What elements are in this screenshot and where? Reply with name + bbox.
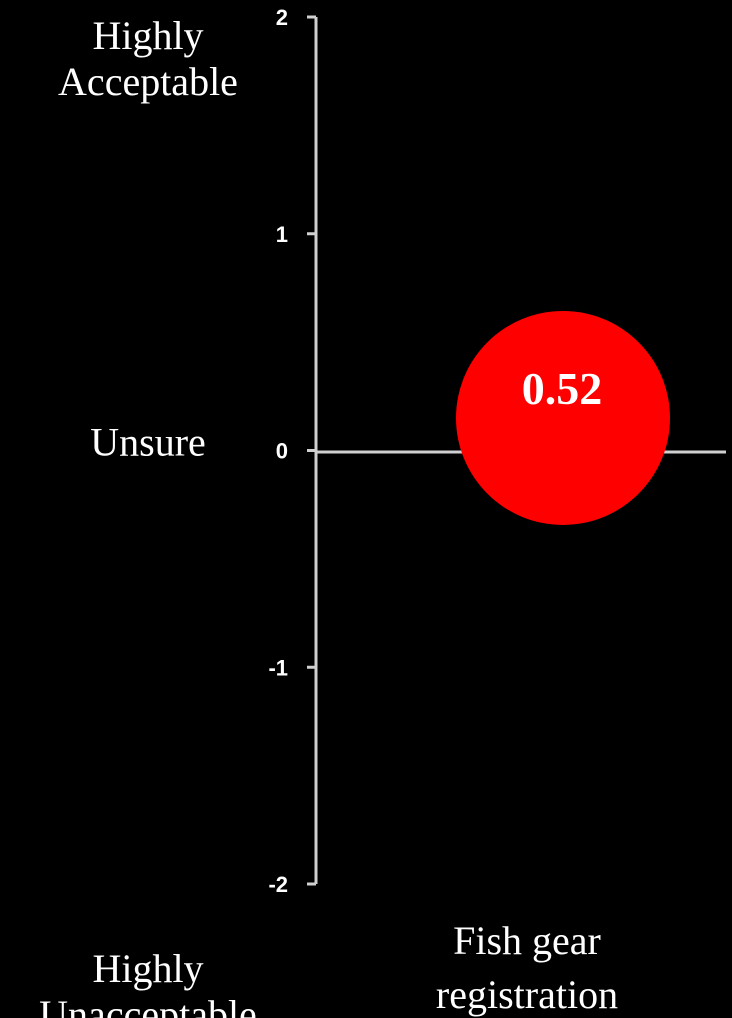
scale-label: Acceptable — [58, 59, 238, 104]
y-axis-ticks: 2 1 0 -1 -2 — [268, 5, 316, 897]
y-tick-label: 1 — [276, 222, 288, 247]
scale-label: Highly — [92, 13, 203, 58]
data-bubble — [456, 310, 670, 525]
category-label: Fish gear — [453, 918, 601, 963]
scale-label: Unsure — [90, 420, 206, 465]
y-tick-label: 2 — [276, 5, 288, 30]
y-tick-label: -2 — [268, 872, 288, 897]
category-label: registration — [436, 972, 618, 1017]
y-tick-label: 0 — [276, 439, 288, 464]
data-label: 0.52 — [522, 363, 603, 414]
data-points: 0.52 — [456, 310, 670, 525]
y-tick-label: -1 — [268, 655, 288, 680]
scale-label: Highly — [92, 946, 203, 991]
category-labels: Fish gear registration — [436, 918, 618, 1017]
scale-label: Unacceptable — [39, 992, 257, 1018]
